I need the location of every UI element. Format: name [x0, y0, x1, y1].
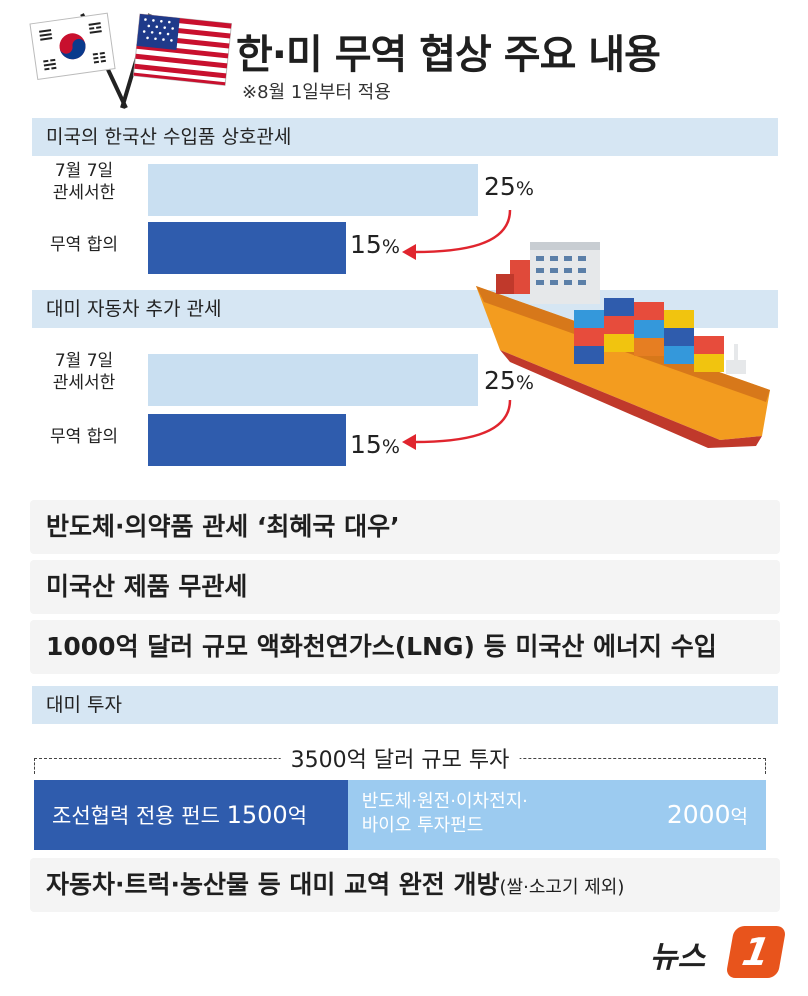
section-header-investment: 대미 투자 — [32, 686, 778, 724]
segment-label: 반도체·원전·이차전지· 바이오 투자펀드 — [362, 790, 528, 838]
bar-label-line: 무역 합의 — [50, 235, 118, 255]
segment-unit: 억 — [287, 804, 308, 828]
korea-usa-flags-icon — [29, 12, 233, 109]
info-energy-import: 1000억 달러 규모 액화천연가스(LNG) 등 미국산 에너지 수입 — [30, 620, 780, 674]
segment-shipbuilding-fund: 조선협력 전용 펀드 1500억 — [34, 780, 348, 850]
value-label-tariff-after: 15% — [350, 230, 400, 259]
value-unit: % — [381, 236, 400, 258]
info-semiconductor-mfn: 반도체·의약품 관세 ‘최혜국 대우’ — [30, 500, 780, 554]
info-market-opening: 자동차·트럭·농산물 등 대미 교역 완전 개방(쌀·소고기 제외) — [30, 858, 780, 912]
decrease-arrow-icon — [402, 399, 512, 450]
info-us-products-no-tariff: 미국산 제품 무관세 — [30, 560, 780, 614]
value-number: 25 — [484, 172, 516, 201]
value-label-auto-after: 15% — [350, 430, 400, 459]
segment-unit: 억 — [730, 806, 748, 828]
value-number: 25 — [484, 366, 516, 395]
segment-value: 1500 — [226, 801, 288, 829]
value-unit: % — [515, 372, 534, 394]
segment-strategic-fund: 반도체·원전·이차전지· 바이오 투자펀드 2000억 — [347, 780, 766, 850]
segment-label-line: 바이오 투자펀드 — [361, 815, 484, 836]
bar-label-line: 7월 7일 — [54, 161, 114, 181]
segment-number: 2000 — [666, 800, 731, 829]
value-unit: % — [515, 178, 534, 200]
bar-label-line: 관세서한 — [52, 373, 116, 393]
logo-mark: 1 — [725, 926, 787, 978]
bar-tariff-after — [148, 222, 346, 274]
bar-label-before: 7월 7일 관세서한 — [32, 160, 136, 204]
bar-label-after: 무역 합의 — [32, 426, 136, 448]
market-opening-text: 자동차·트럭·농산물 등 대미 교역 완전 개방 — [46, 870, 500, 899]
segment-label: 조선협력 전용 펀드 — [52, 804, 220, 828]
bar-auto-before — [148, 354, 478, 406]
bar-auto-after — [148, 414, 346, 466]
bar-label-line: 7월 7일 — [54, 351, 114, 371]
value-label-tariff-before: 25% — [484, 172, 534, 201]
bar-label-line: 무역 합의 — [50, 427, 118, 447]
section-header-reciprocal-tariff: 미국의 한국산 수입품 상호관세 — [32, 118, 778, 156]
page-subtitle: ※8월 1일부터 적용 — [242, 82, 391, 103]
bar-label-line: 관세서한 — [52, 183, 116, 203]
value-number: 15 — [350, 430, 382, 459]
value-unit: % — [381, 436, 400, 458]
investment-total: 3500억 달러 규모 투자 — [34, 742, 766, 774]
container-ship-icon — [476, 242, 770, 448]
value-label-auto-before: 25% — [484, 366, 534, 395]
value-number: 15 — [350, 230, 382, 259]
market-opening-exception: (쌀·소고기 제외) — [499, 877, 625, 898]
page-title: 한·미 무역 협상 주요 내용 — [236, 32, 661, 78]
bar-label-after: 무역 합의 — [32, 234, 136, 256]
total-label: 3500억 달러 규모 투자 — [280, 742, 520, 774]
bar-label-before: 7월 7일 관세서한 — [32, 350, 136, 394]
segment-value: 2000억 — [667, 800, 748, 829]
segment-label-line: 반도체·원전·이차전지· — [361, 791, 528, 812]
news1-logo: 뉴스 1 — [650, 926, 787, 982]
logo-text: 뉴스 — [650, 940, 706, 975]
bar-tariff-before — [148, 164, 478, 216]
decrease-arrow-icon — [402, 209, 512, 260]
